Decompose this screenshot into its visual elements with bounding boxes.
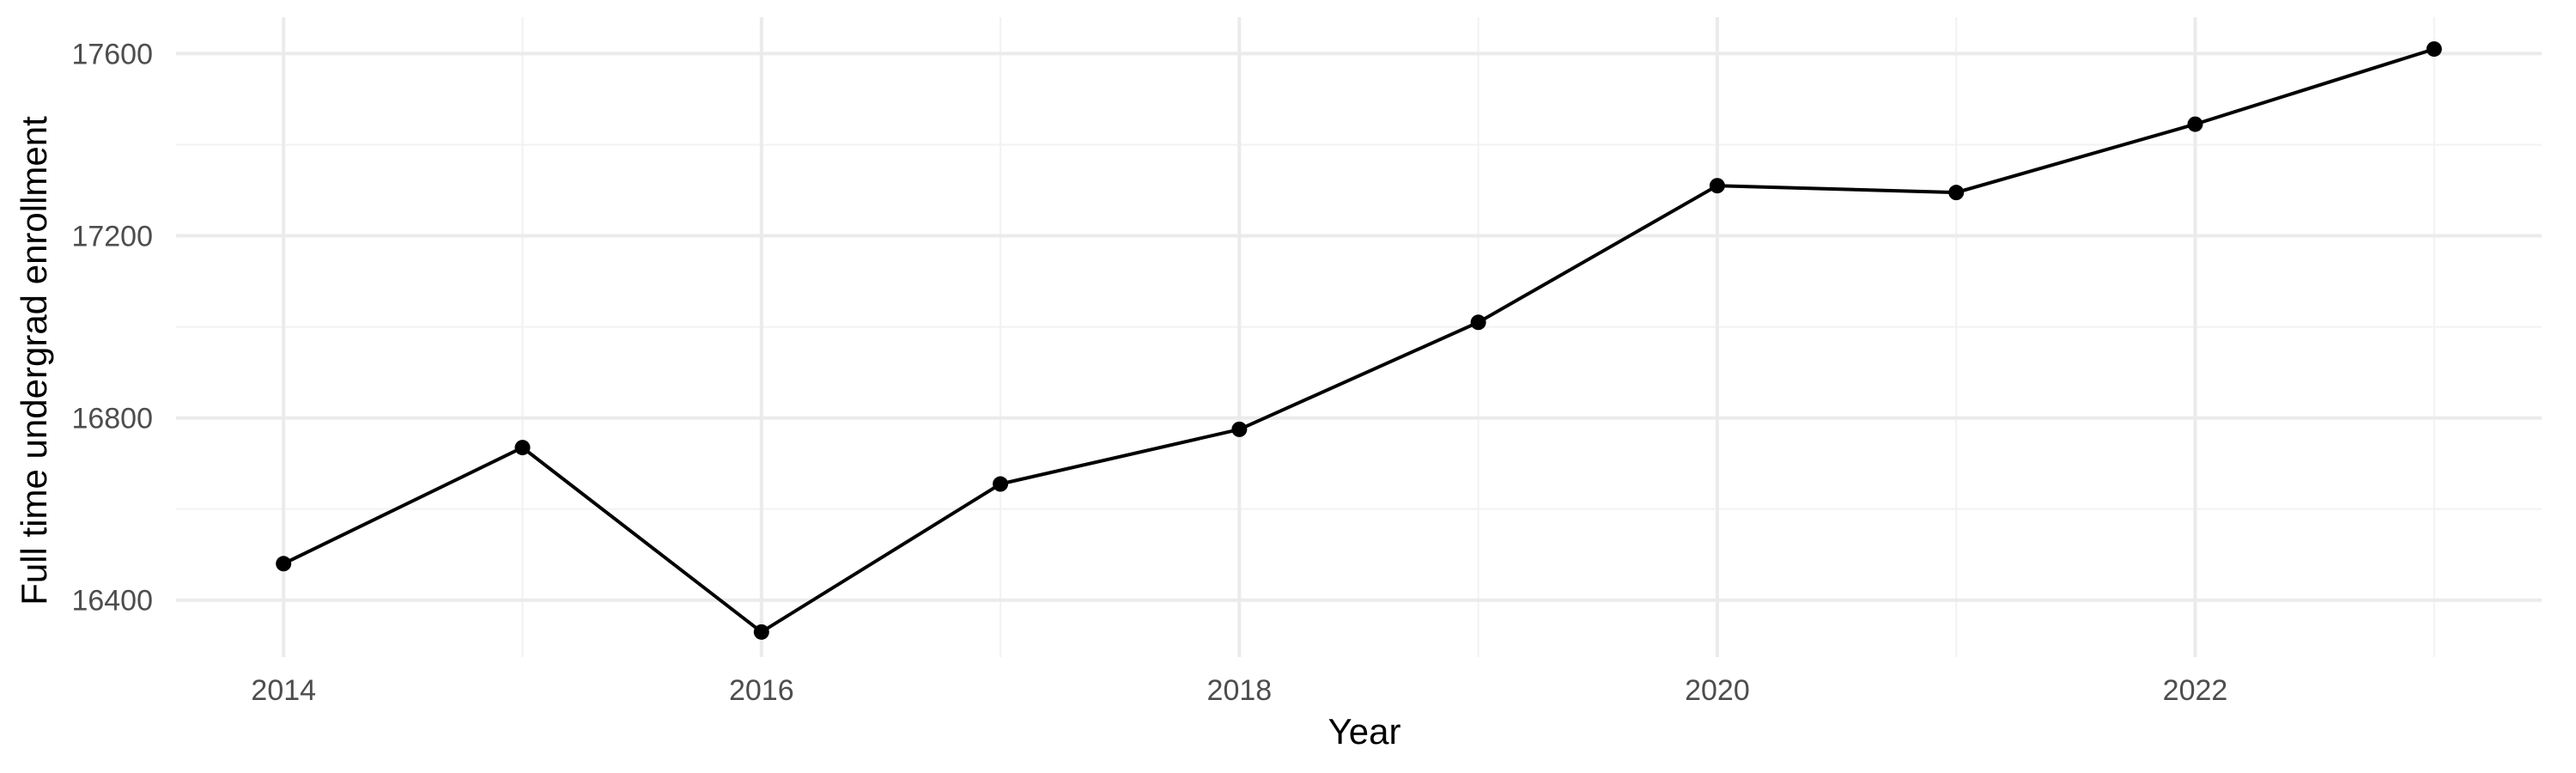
data-point bbox=[2187, 116, 2203, 132]
data-point bbox=[514, 440, 531, 456]
y-tick-label: 17600 bbox=[71, 38, 153, 70]
data-point bbox=[1231, 421, 1248, 437]
minor-gridlines bbox=[176, 17, 2542, 657]
data-point bbox=[2426, 41, 2442, 58]
y-axis-title: Full time undergrad enrollment bbox=[14, 116, 54, 606]
y-tick-label: 16400 bbox=[71, 585, 153, 618]
x-tick-label: 2020 bbox=[1685, 674, 1750, 707]
data-point bbox=[753, 624, 769, 640]
data-point bbox=[1470, 314, 1486, 331]
y-axis-ticks: 16400 16800 17200 17600 bbox=[71, 38, 153, 617]
x-tick-label: 2014 bbox=[251, 674, 316, 707]
y-tick-label: 17200 bbox=[71, 221, 153, 253]
major-gridlines bbox=[176, 17, 2542, 657]
x-axis-title: Year bbox=[1328, 711, 1401, 752]
enrollment-series bbox=[276, 41, 2442, 640]
x-tick-label: 2018 bbox=[1207, 674, 1273, 707]
data-point bbox=[993, 476, 1009, 492]
x-axis-ticks: 2014 2016 2018 2020 2022 bbox=[251, 674, 2227, 707]
data-point bbox=[276, 556, 292, 572]
data-point bbox=[1948, 185, 1965, 201]
x-tick-label: 2022 bbox=[2163, 674, 2228, 707]
y-tick-label: 16800 bbox=[71, 403, 153, 435]
x-tick-label: 2016 bbox=[729, 674, 794, 707]
data-point bbox=[1709, 178, 1725, 194]
series-line bbox=[283, 47, 2435, 634]
